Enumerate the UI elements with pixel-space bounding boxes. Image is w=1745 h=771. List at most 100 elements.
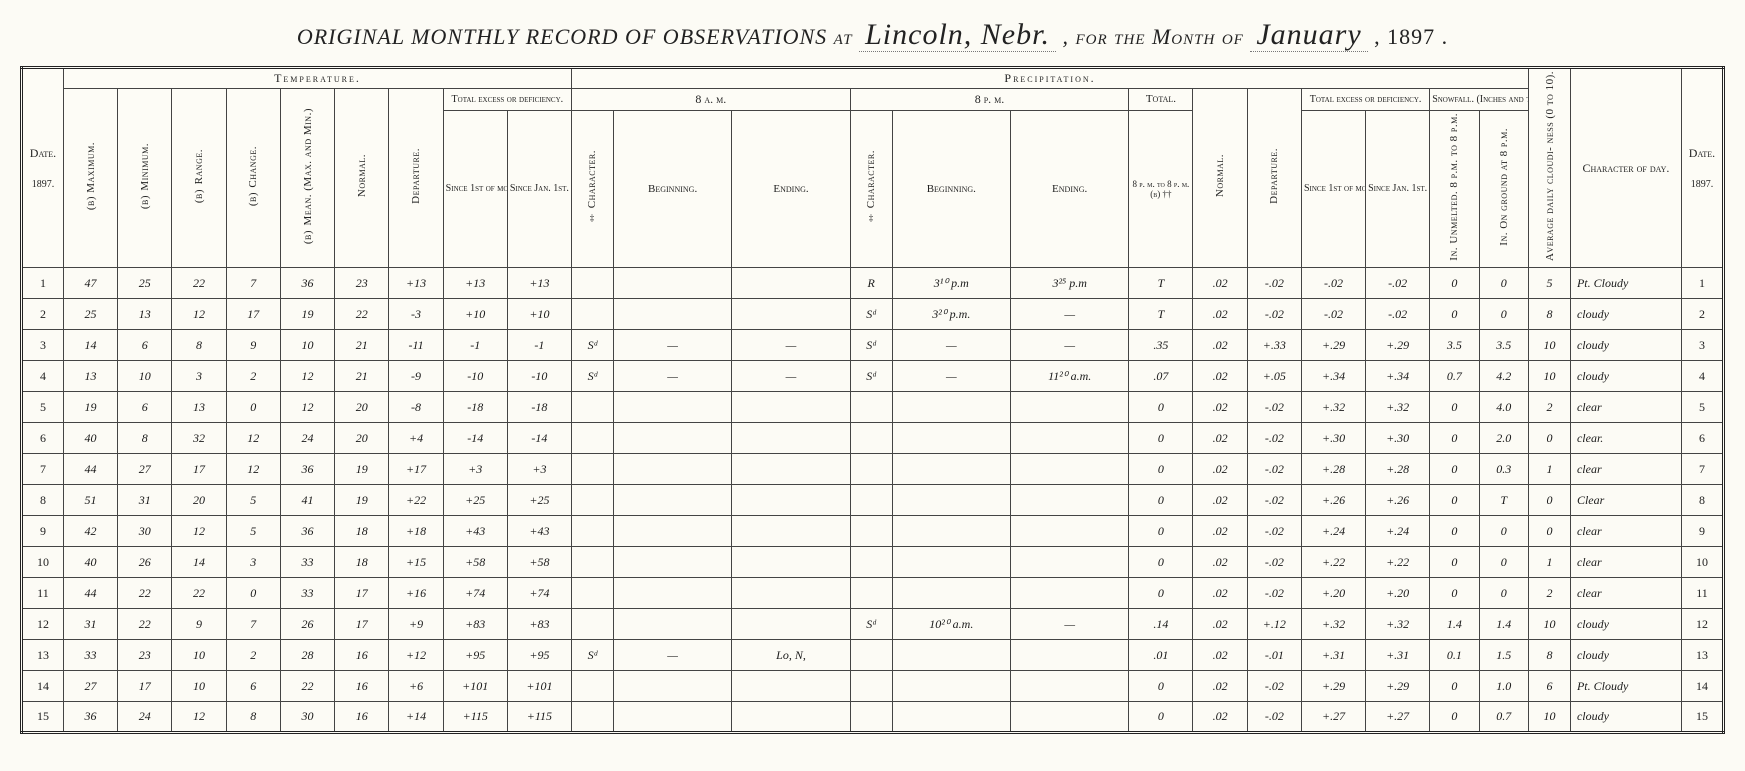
cell-pme [1010,547,1128,578]
cell-pmb: — [892,330,1010,361]
cell-pnrm: .02 [1193,423,1247,454]
cell-ame: Lo, N, [732,640,850,671]
cell-min: 22 [118,609,172,640]
cell-pmb [892,671,1010,702]
hdr-max: Maximum.(b) [63,89,117,268]
cell-ong: 2.0 [1479,423,1529,454]
cell-d: 8 [1681,485,1723,516]
cell-cday: Clear [1570,485,1681,516]
hdr-change: Change.(b) [226,89,280,268]
cell-amb [613,454,731,485]
cell-ong: 0.7 [1479,702,1529,733]
cell-amb [613,578,731,609]
cell-amb [613,516,731,547]
cell-dep: +4 [389,423,443,454]
cell-chg: 6 [226,671,280,702]
title-year: , 1897 . [1374,24,1448,49]
cell-amb [613,547,731,578]
cell-pdep: -.02 [1247,392,1301,423]
cell-d: 4 [22,361,64,392]
cell-tot: .14 [1129,609,1193,640]
hdr-am-begin: Beginning. [613,110,731,267]
hdr-mean: Mean. (Max. and Min.)(b) [280,89,334,268]
cell-amb [613,423,731,454]
cell-amb: — [613,640,731,671]
cell-dep: +18 [389,516,443,547]
cell-cday: clear [1570,578,1681,609]
cell-cld: 6 [1529,671,1571,702]
cell-pnrm: .02 [1193,609,1247,640]
table-row: 123122972617+9+83+83Sᵈ10²⁰ a.m.—.14.02+.… [22,609,1724,640]
cell-dep: +22 [389,485,443,516]
cell-ong: 1.5 [1479,640,1529,671]
cell-nrm: 22 [335,299,389,330]
cell-psm: +.32 [1301,609,1365,640]
cell-cld: 8 [1529,640,1571,671]
cell-min: 31 [118,485,172,516]
cell-tot: 0 [1129,454,1193,485]
cell-pmb [892,516,1010,547]
cell-min: 27 [118,454,172,485]
cell-unm: 0 [1430,454,1479,485]
cell-d: 3 [22,330,64,361]
cell-tot: T [1129,299,1193,330]
cell-sm: +10 [443,299,507,330]
cell-ong: 3.5 [1479,330,1529,361]
cell-amc [572,671,614,702]
cell-mean: 12 [280,392,334,423]
cell-unm: 3.5 [1430,330,1479,361]
cell-cday: cloudy [1570,609,1681,640]
cell-rng: 20 [172,485,226,516]
cell-unm: 0 [1430,423,1479,454]
cell-max: 14 [63,330,117,361]
cell-mean: 10 [280,330,334,361]
cell-d: 7 [1681,454,1723,485]
cell-pnrm: .02 [1193,454,1247,485]
cell-d: 14 [22,671,64,702]
cell-tot: .35 [1129,330,1193,361]
cell-min: 25 [118,268,172,299]
hdr-range: Range.(b) [172,89,226,268]
cell-psj: -.02 [1366,299,1430,330]
hdr-total-sub: 8 p. m. to 8 p. m.(b) †† [1129,110,1193,267]
cell-min: 17 [118,671,172,702]
cell-d: 8 [22,485,64,516]
cell-pdep: -.02 [1247,516,1301,547]
cell-pnrm: .02 [1193,361,1247,392]
cell-d: 14 [1681,671,1723,702]
cell-pdep: -.02 [1247,578,1301,609]
cell-sm: +101 [443,671,507,702]
cell-dep: +6 [389,671,443,702]
cell-chg: 2 [226,361,280,392]
cell-tot: 0 [1129,578,1193,609]
cell-sj: +83 [507,609,571,640]
cell-psj: +.26 [1366,485,1430,516]
cell-max: 13 [63,361,117,392]
cell-pnrm: .02 [1193,640,1247,671]
hdr-departure-t: Departure. [389,89,443,268]
cell-cld: 0 [1529,485,1571,516]
cell-sj: +13 [507,268,571,299]
cell-psj: +.31 [1366,640,1430,671]
table-row: 1536241283016+14+115+1150.02-.02+.27+.27… [22,702,1724,733]
cell-rng: 12 [172,299,226,330]
cell-cday: clear [1570,547,1681,578]
cell-d: 2 [22,299,64,330]
cell-amb [613,485,731,516]
cell-unm: 0.7 [1430,361,1479,392]
cell-dep: +13 [389,268,443,299]
cell-dep: +12 [389,640,443,671]
cell-min: 24 [118,702,172,733]
cell-unm: 1.4 [1430,609,1479,640]
cell-dep: +15 [389,547,443,578]
cell-sj: +58 [507,547,571,578]
cell-d: 10 [22,547,64,578]
cell-cld: 2 [1529,578,1571,609]
cell-mean: 33 [280,578,334,609]
cell-sm: +74 [443,578,507,609]
title-month: January [1250,18,1367,52]
cell-pmb: 10²⁰ a.m. [892,609,1010,640]
cell-unm: 0 [1430,578,1479,609]
cell-max: 36 [63,702,117,733]
cell-d: 1 [1681,268,1723,299]
